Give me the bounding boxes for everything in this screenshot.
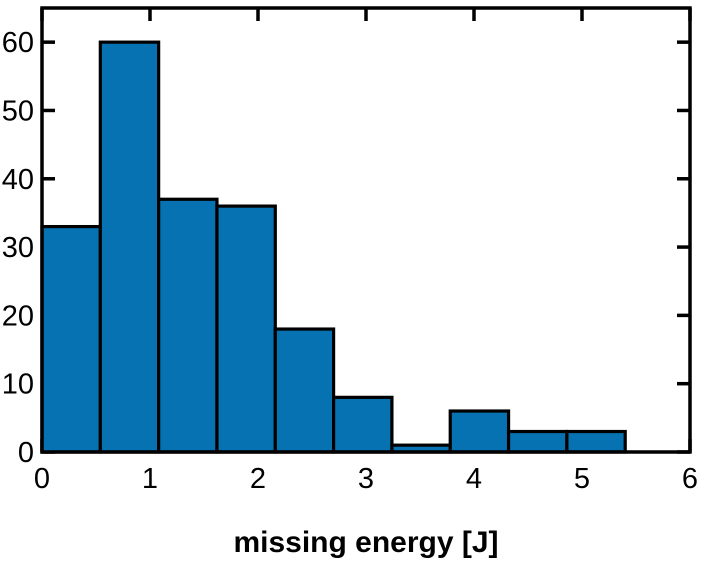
x-tick-label: 4 xyxy=(466,463,482,495)
y-tick-label: 50 xyxy=(2,95,34,127)
histogram-bar xyxy=(506,429,569,454)
y-tick-label: 60 xyxy=(2,27,34,59)
x-axis-label: missing energy [J] xyxy=(233,526,498,559)
plot-box xyxy=(40,6,692,454)
y-tick-label: 30 xyxy=(2,232,34,264)
histogram-bar xyxy=(215,204,277,454)
y-tick-label: 10 xyxy=(2,369,34,401)
y-tick-label: 0 xyxy=(18,437,34,469)
x-tick-label: 2 xyxy=(250,463,266,495)
x-tick-label: 0 xyxy=(34,463,50,495)
x-tick-label: 6 xyxy=(682,463,698,495)
x-tick-label: 1 xyxy=(142,463,158,495)
y-tick-label: 40 xyxy=(2,164,34,196)
histogram-bar xyxy=(40,224,102,454)
y-tick-label: 20 xyxy=(2,300,34,332)
x-tick-label: 3 xyxy=(358,463,374,495)
histogram-bar xyxy=(273,327,336,454)
histogram-bar xyxy=(448,409,511,454)
histogram-bar xyxy=(98,40,161,454)
histogram-bar xyxy=(157,197,219,454)
histogram-bar xyxy=(332,395,394,454)
histogram-bar xyxy=(565,429,627,454)
x-tick-label: 5 xyxy=(574,463,590,495)
